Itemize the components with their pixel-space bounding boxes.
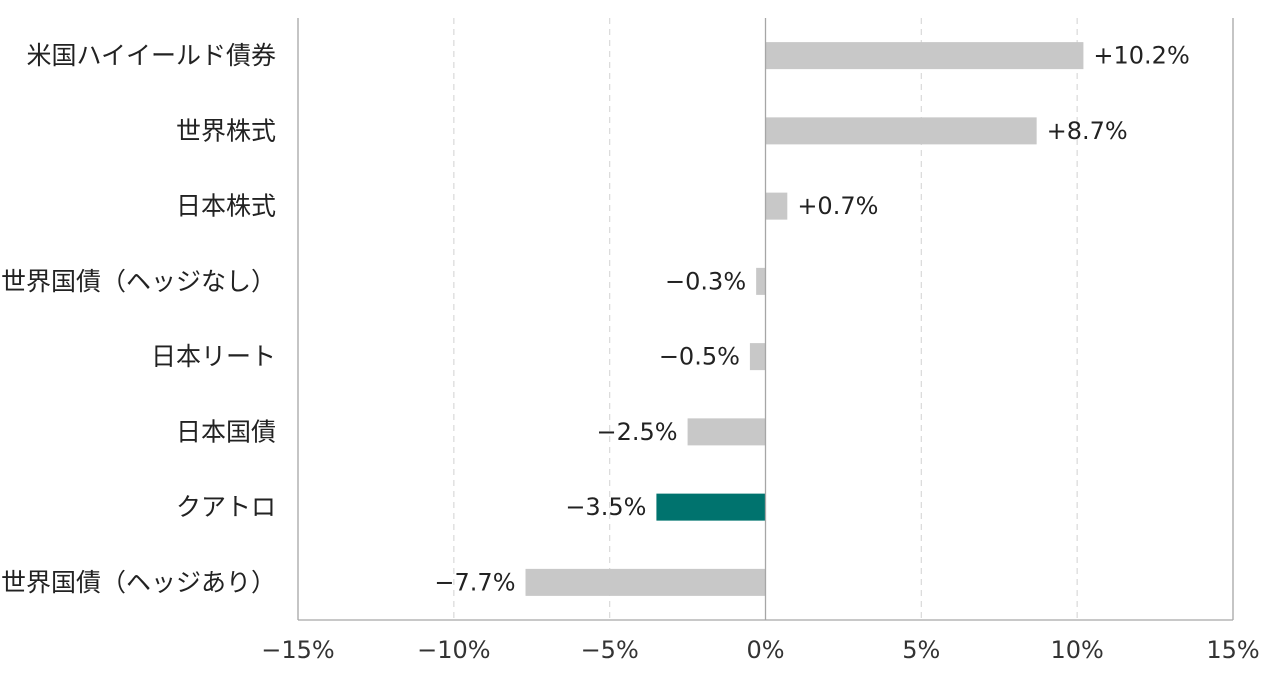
bar — [687, 418, 766, 446]
x-tick-label: −10% — [417, 636, 490, 664]
bar — [525, 568, 766, 596]
value-labels: +10.2% +8.7% +0.7% −0.3% −0.5% −2.5% −3.5% −7.7… — [434, 42, 1189, 597]
value-label: −3.5% — [565, 493, 646, 521]
x-tick-label: −5% — [581, 636, 639, 664]
x-tick-label: −15% — [261, 636, 334, 664]
x-tick-label: 15% — [1206, 636, 1259, 664]
value-label: +8.7% — [1047, 117, 1128, 145]
category-label: 日本リート — [151, 342, 276, 371]
bar — [765, 117, 1037, 145]
bar — [765, 42, 1084, 70]
x-tick-label: 10% — [1050, 636, 1103, 664]
bar — [765, 192, 788, 220]
value-label: −0.3% — [665, 267, 746, 295]
category-label: クアトロ — [176, 493, 276, 522]
bars — [525, 42, 1084, 596]
category-label: 日本国債 — [176, 417, 276, 446]
category-label: 世界国債（ヘッジなし） — [1, 267, 276, 296]
bar — [756, 267, 766, 295]
category-label: 日本株式 — [176, 192, 276, 221]
value-label: −2.5% — [596, 418, 677, 446]
category-label: 米国ハイイールド債券 — [26, 41, 276, 70]
bar — [749, 343, 766, 371]
category-label: 世界国債（ヘッジあり） — [1, 568, 276, 597]
plot-frame — [297, 18, 1234, 621]
bar-highlight — [656, 493, 766, 521]
x-tick-labels: −15% −10% −5% 0% 5% 10% 15% — [261, 636, 1259, 664]
value-label: +0.7% — [797, 192, 878, 220]
value-label: −0.5% — [659, 343, 740, 371]
x-tick-label: 0% — [746, 636, 784, 664]
x-tick-label: 5% — [902, 636, 940, 664]
category-label: 世界株式 — [176, 116, 276, 145]
value-label: +10.2% — [1093, 42, 1189, 70]
value-label: −7.7% — [434, 568, 515, 596]
